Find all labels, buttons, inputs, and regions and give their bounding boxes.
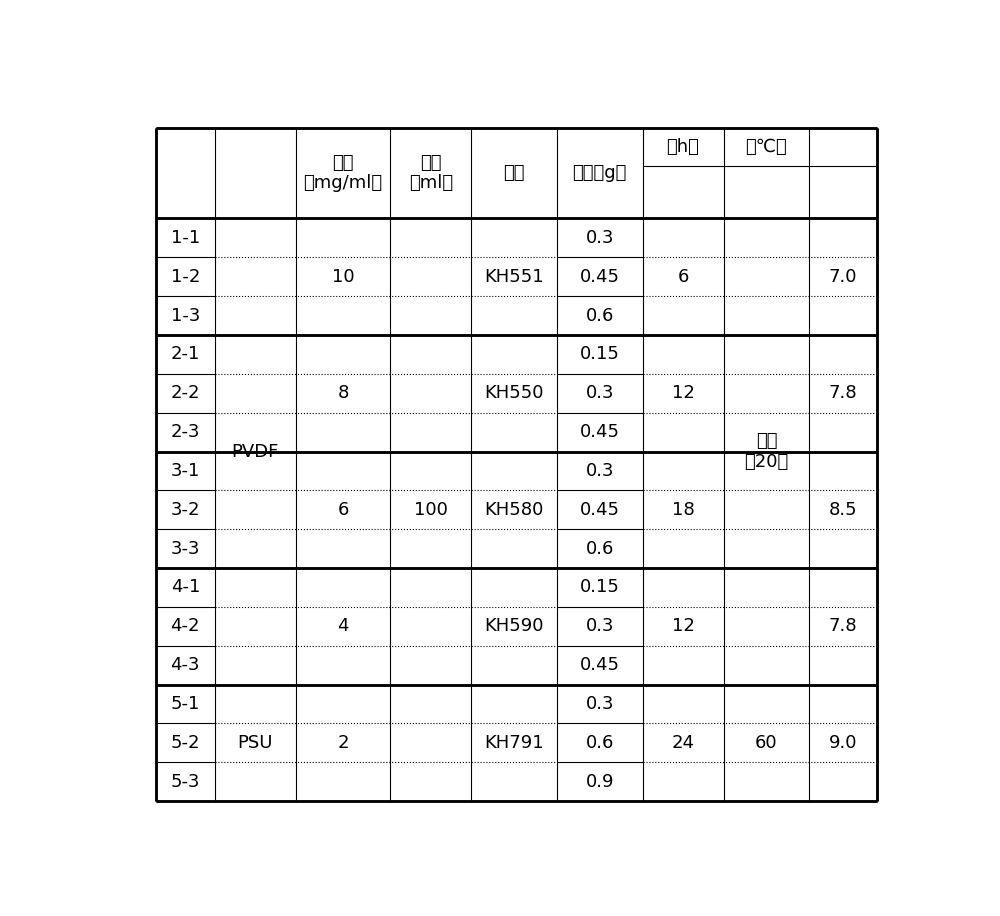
Text: 2: 2 [337,734,349,752]
Text: 4-2: 4-2 [171,617,200,636]
Text: 用量（g）: 用量（g） [573,164,627,182]
Text: 0.6: 0.6 [586,540,614,558]
Text: 2-3: 2-3 [171,423,200,442]
Text: KH590: KH590 [484,617,544,636]
Text: （℃）: （℃） [746,137,787,156]
Text: （h）: （h） [667,137,699,156]
Text: 5-1: 5-1 [171,695,200,713]
Text: 9.0: 9.0 [829,734,857,752]
Text: 7.8: 7.8 [829,617,857,636]
Text: KH580: KH580 [484,501,544,518]
Text: 7.0: 7.0 [829,267,857,286]
Text: 3-1: 3-1 [171,462,200,480]
Text: PSU: PSU [237,734,273,752]
Text: 2-2: 2-2 [171,385,200,402]
Text: 12: 12 [672,385,694,402]
Text: 4-1: 4-1 [171,579,200,596]
Text: 浓度
（mg/ml）: 浓度 （mg/ml） [303,154,383,192]
Text: 18: 18 [672,501,694,518]
Text: 1-2: 1-2 [171,267,200,286]
Text: KH791: KH791 [484,734,544,752]
Text: 4-3: 4-3 [171,656,200,674]
Text: 100: 100 [414,501,448,518]
Text: KH550: KH550 [484,385,544,402]
Text: 0.3: 0.3 [585,462,614,480]
Text: 3-2: 3-2 [171,501,200,518]
Text: 8: 8 [337,385,349,402]
Text: 0.3: 0.3 [585,617,614,636]
Text: 0.45: 0.45 [580,423,620,442]
Text: 3-3: 3-3 [171,540,200,558]
Text: 0.9: 0.9 [585,773,614,791]
Text: 0.3: 0.3 [585,229,614,247]
Text: 0.3: 0.3 [585,695,614,713]
Text: 0.45: 0.45 [580,267,620,286]
Text: 10: 10 [332,267,354,286]
Text: 0.3: 0.3 [585,385,614,402]
Text: 0.6: 0.6 [586,734,614,752]
Text: 0.6: 0.6 [586,307,614,324]
Text: PVDF: PVDF [231,442,279,461]
Text: 室温
（20）: 室温 （20） [744,432,789,471]
Text: 0.15: 0.15 [580,579,620,596]
Text: 0.45: 0.45 [580,501,620,518]
Text: 8.5: 8.5 [829,501,857,518]
Text: 60: 60 [755,734,778,752]
Text: 1-1: 1-1 [171,229,200,247]
Text: 0.15: 0.15 [580,345,620,364]
Text: KH551: KH551 [484,267,544,286]
Text: 种类: 种类 [503,164,525,182]
Text: 2-1: 2-1 [171,345,200,364]
Text: 4: 4 [337,617,349,636]
Text: 12: 12 [672,617,694,636]
Text: 7.8: 7.8 [829,385,857,402]
Text: 5-2: 5-2 [171,734,200,752]
Text: 用量
（ml）: 用量 （ml） [409,154,453,192]
Text: 24: 24 [672,734,695,752]
Text: 6: 6 [677,267,689,286]
Text: 5-3: 5-3 [171,773,200,791]
Text: 0.45: 0.45 [580,656,620,674]
Text: 6: 6 [337,501,349,518]
Text: 1-3: 1-3 [171,307,200,324]
